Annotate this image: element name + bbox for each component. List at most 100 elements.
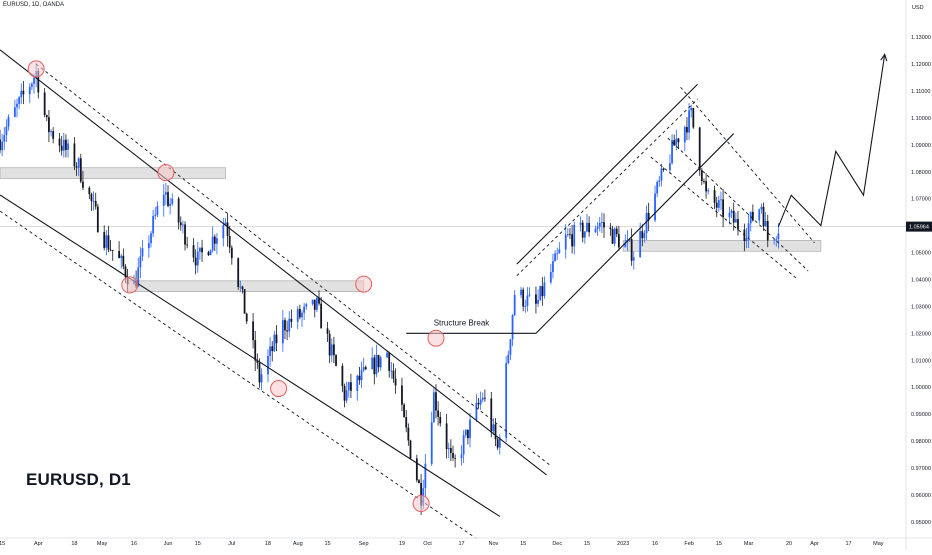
chart-watermark: EURUSD, D1 (26, 470, 131, 489)
candle-body (524, 306, 527, 307)
time-tick-label: 18 (265, 541, 271, 547)
time-tick-label: Nov (489, 541, 499, 547)
candle-body (201, 247, 203, 253)
candle-body (254, 340, 257, 361)
currency-label: USD (912, 5, 924, 11)
candle-body (267, 355, 269, 375)
candle-body (658, 180, 661, 182)
time-tick-label: 15 (520, 541, 526, 547)
candle-body (216, 238, 218, 244)
candle-body (775, 239, 778, 240)
candle-body (498, 437, 501, 448)
price-tick-label: 1.00000 (911, 385, 931, 391)
candle-body (513, 295, 516, 316)
candle-body (303, 306, 306, 313)
candle-body (535, 294, 537, 304)
price-tick-label: 1.08000 (911, 170, 931, 176)
candle-body (415, 458, 418, 481)
candle-body (122, 255, 125, 267)
candle-body (333, 344, 335, 356)
price-tick-label: 1.07000 (911, 197, 931, 203)
candle-body (65, 139, 67, 150)
candle-body (630, 239, 633, 261)
candle-body (139, 256, 142, 268)
candle-body (96, 206, 99, 233)
candle-body (0, 139, 1, 151)
candle-body (284, 320, 286, 331)
candle-body (196, 251, 199, 266)
candle-body (571, 234, 573, 247)
candle-body (600, 222, 603, 223)
candle-body (745, 238, 748, 242)
candle-body (688, 110, 690, 133)
candle-body (394, 378, 397, 386)
time-tick-label: Mar (744, 541, 754, 547)
candle-body (105, 235, 108, 248)
symbol-header: EURUSD, 1D, OANDA (3, 2, 65, 8)
candle-body (20, 90, 23, 98)
last-price-tag (906, 221, 932, 232)
candle-body (326, 328, 329, 334)
price-tick-label: 0.99000 (911, 412, 931, 418)
candle-body (60, 145, 63, 151)
candle-body (420, 482, 422, 506)
candle-body (609, 227, 612, 230)
candle-body (386, 352, 388, 358)
candle-body (377, 355, 380, 368)
candle-body (343, 386, 346, 401)
last-price-label: 1.05964 (909, 225, 929, 231)
candle-body (213, 236, 216, 244)
candle-body (579, 222, 582, 225)
time-tick-label: 18 (71, 541, 77, 547)
candle-body (73, 143, 76, 167)
candle-body (449, 447, 452, 454)
candle-body (13, 107, 16, 117)
candle-body (581, 222, 584, 238)
trendline (0, 49, 547, 476)
candle-body (286, 330, 289, 332)
candle-body (751, 211, 754, 221)
candle-body (75, 166, 78, 168)
time-tick-label: 17 (458, 541, 464, 547)
time-tick-label: 19 (399, 541, 405, 547)
candle-body (182, 224, 184, 226)
candle-body (549, 272, 552, 283)
candle-body (705, 181, 707, 192)
touch-marker (355, 275, 373, 293)
candle-body (541, 286, 544, 297)
candle-body (569, 234, 571, 236)
price-tick-label: 1.10000 (911, 116, 931, 122)
projection-path (777, 54, 886, 227)
candle-body (509, 339, 512, 355)
candle-body (611, 229, 614, 244)
candle-body (94, 200, 97, 207)
candle-body (539, 286, 542, 300)
candle-body (169, 203, 172, 206)
price-tick-label: 1.04000 (911, 278, 931, 284)
candle-body (379, 357, 382, 368)
candle-body (713, 190, 716, 203)
candle-body (552, 261, 554, 273)
candle-body (492, 424, 495, 432)
candle-body (596, 226, 599, 229)
candle-body (654, 193, 656, 221)
candle-body (734, 219, 737, 223)
time-tick-label: Apr (810, 541, 819, 547)
candle-body (722, 199, 724, 218)
candle-body (594, 228, 597, 233)
candle-body (645, 212, 648, 234)
candle-body (677, 138, 680, 143)
candle-body (401, 385, 403, 405)
candle-body (764, 220, 767, 227)
support-resistance-zone (127, 280, 364, 292)
candle-body (269, 346, 271, 356)
candle-body (522, 289, 525, 307)
trendline (535, 133, 735, 334)
price-tick-label: 0.98000 (911, 439, 931, 445)
candle-body (717, 200, 720, 208)
candle-body (58, 138, 61, 146)
candle-body (222, 225, 225, 239)
candle-body (437, 410, 440, 417)
